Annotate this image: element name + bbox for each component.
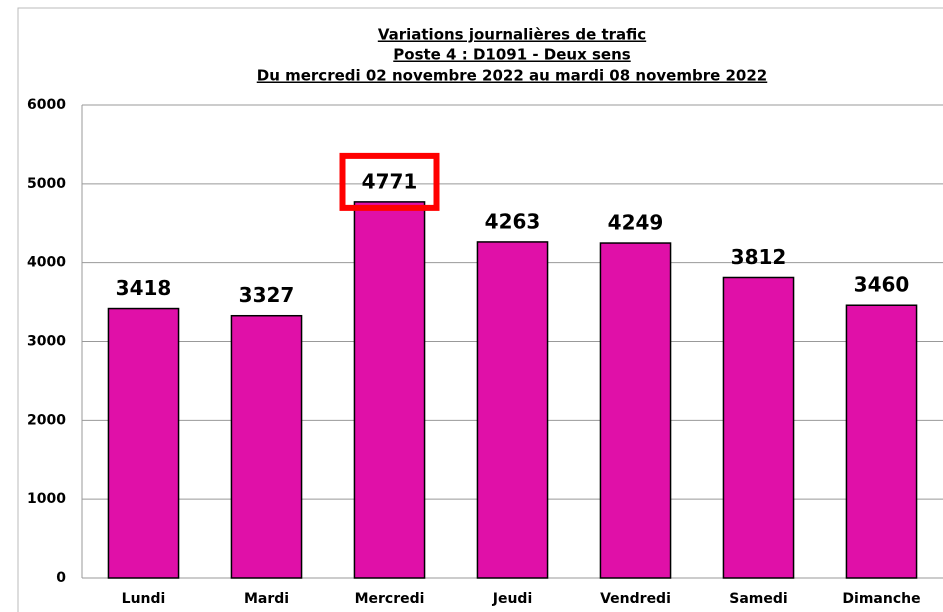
chart-title: Du mercredi 02 novembre 2022 au mardi 08… <box>257 67 768 85</box>
bar <box>599 242 672 579</box>
y-tick-label: 3000 <box>27 334 66 350</box>
chart-title: Variations journalières de trafic <box>378 26 646 44</box>
x-tick-label: Samedi <box>729 591 787 607</box>
y-tick-label: 0 <box>56 570 66 586</box>
x-tick-label: Jeudi <box>492 591 533 607</box>
y-tick-label: 2000 <box>27 412 66 428</box>
y-tick-label: 6000 <box>27 97 66 113</box>
value-label: 3812 <box>731 245 787 269</box>
x-tick-label: Mercredi <box>355 591 425 607</box>
value-label: 4263 <box>485 209 541 233</box>
value-label: 3418 <box>116 276 172 300</box>
bar <box>230 314 303 579</box>
x-tick-label: Mardi <box>244 591 289 607</box>
bar <box>476 241 549 579</box>
y-tick-label: 4000 <box>27 255 66 271</box>
bar <box>353 201 426 579</box>
x-tick-label: Dimanche <box>842 591 920 607</box>
bar <box>107 307 180 579</box>
value-label: 4771 <box>362 169 418 193</box>
x-tick-label: Lundi <box>122 591 166 607</box>
x-tick-label: Vendredi <box>600 591 671 607</box>
bar <box>722 276 795 579</box>
bar <box>845 304 918 579</box>
y-tick-label: 5000 <box>27 176 66 192</box>
y-tick-label: 1000 <box>27 491 66 507</box>
chart-title: Poste 4 : D1091 - Deux sens <box>393 46 631 64</box>
highlight-box <box>339 152 440 211</box>
value-label: 3327 <box>239 283 295 307</box>
value-label: 4249 <box>608 211 664 235</box>
value-label: 3460 <box>854 273 910 297</box>
